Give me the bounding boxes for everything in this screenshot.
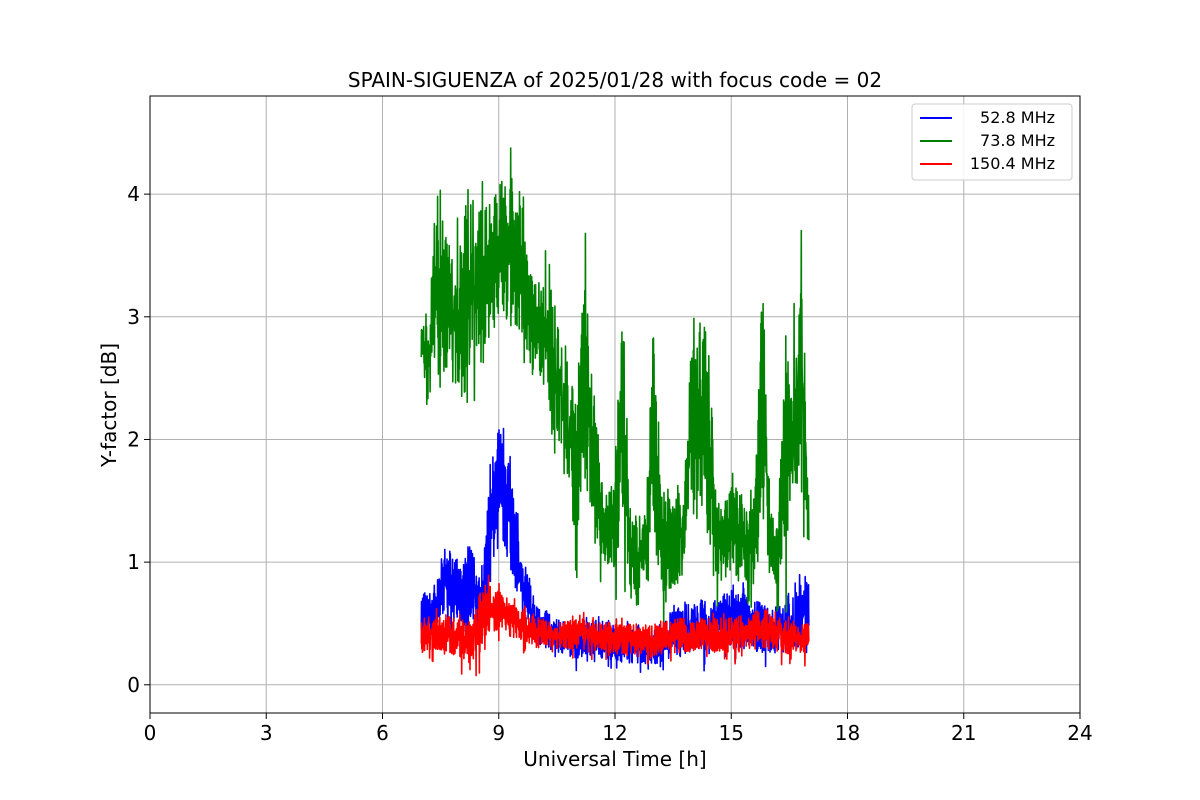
x-tick-label: 0 xyxy=(144,721,157,745)
series-line-3 xyxy=(420,574,810,677)
series-layer xyxy=(420,147,810,677)
x-tick-label: 6 xyxy=(376,721,389,745)
x-tick-label: 24 xyxy=(1067,721,1092,745)
series-line-2 xyxy=(420,147,810,632)
legend-box xyxy=(911,103,1073,181)
legend-label: 52.8 MHz xyxy=(980,108,1055,127)
legend-label: 73.8 MHz xyxy=(980,131,1055,150)
x-tick-label: 18 xyxy=(835,721,860,745)
y-tick-label: 2 xyxy=(127,427,140,451)
y-axis-label: Y-factor [dB] xyxy=(97,343,121,468)
x-tick-label: 15 xyxy=(719,721,744,745)
x-axis: 0 3 6 9 12 15 18 21 24 xyxy=(144,713,1093,745)
y-axis: 0 1 2 3 4 xyxy=(127,182,150,697)
y-tick-label: 0 xyxy=(127,673,140,697)
x-tick-label: 9 xyxy=(492,721,505,745)
y-tick-label: 3 xyxy=(127,305,140,329)
chart-title: SPAIN-SIGUENZA of 2025/01/28 with focus … xyxy=(348,68,882,92)
y-tick-label: 1 xyxy=(127,550,140,574)
x-tick-label: 21 xyxy=(951,721,976,745)
y-tick-label: 4 xyxy=(127,182,140,206)
legend: 52.8 MHz 73.8 MHz 150.4 MHz xyxy=(911,103,1073,181)
x-axis-label: Universal Time [h] xyxy=(523,747,706,771)
x-tick-label: 3 xyxy=(260,721,273,745)
legend-label: 150.4 MHz xyxy=(970,154,1055,173)
x-tick-label: 12 xyxy=(602,721,627,745)
